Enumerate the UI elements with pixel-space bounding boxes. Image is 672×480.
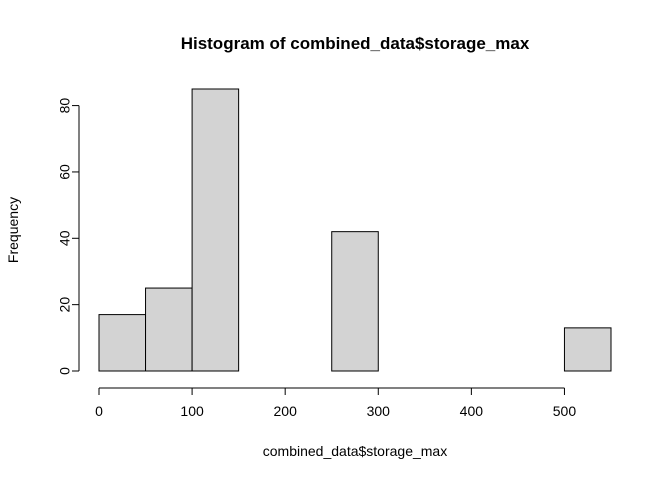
chart-title: Histogram of combined_data$storage_max xyxy=(181,34,530,53)
y-tick-label: 20 xyxy=(57,297,73,313)
histogram-bar-0 xyxy=(98,314,147,372)
y-tick-label: 0 xyxy=(57,367,73,375)
x-tick-label: 100 xyxy=(180,403,204,419)
y-tick-label: 60 xyxy=(57,164,73,180)
y-axis-label: Frequency xyxy=(5,197,21,263)
bars-group xyxy=(98,88,612,372)
x-tick-label: 500 xyxy=(553,403,577,419)
x-tick-label: 0 xyxy=(95,403,103,419)
histogram-bar-2 xyxy=(191,88,240,372)
y-tick-label: 80 xyxy=(57,98,73,114)
x-tick-label: 400 xyxy=(460,403,484,419)
histogram-bar-10 xyxy=(563,327,612,372)
y-tick-label: 40 xyxy=(57,230,73,246)
y-axis: 0 20 40 60 80 xyxy=(57,98,80,375)
x-tick-label: 200 xyxy=(274,403,298,419)
histogram-bar-1 xyxy=(145,287,193,372)
x-tick-label: 300 xyxy=(367,403,391,419)
x-axis-label: combined_data$storage_max xyxy=(263,443,447,459)
histogram-bar-5 xyxy=(331,231,379,372)
x-axis: 0 100 200 300 400 500 xyxy=(95,387,577,419)
